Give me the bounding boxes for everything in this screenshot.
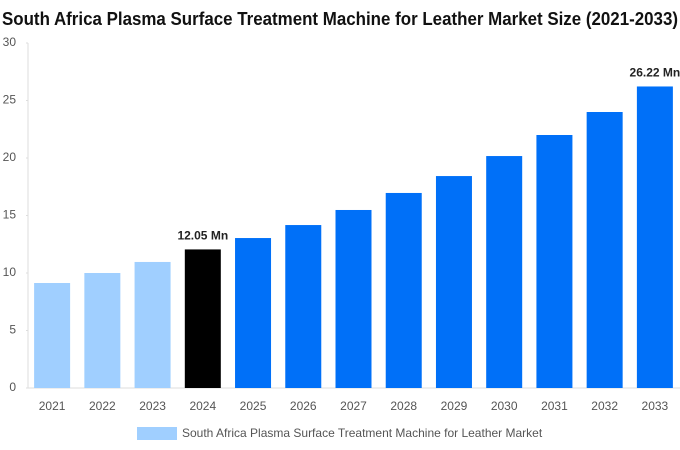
y-tick-label: 10 xyxy=(3,265,17,279)
bar xyxy=(34,283,71,388)
x-tick-label: 2028 xyxy=(390,399,417,413)
x-tick-label: 2026 xyxy=(290,399,317,413)
y-tick-label: 15 xyxy=(3,208,17,222)
bar xyxy=(335,209,372,388)
bar xyxy=(184,249,221,388)
chart-title: South Africa Plasma Surface Treatment Ma… xyxy=(2,9,678,29)
bar xyxy=(636,86,673,388)
bar xyxy=(134,261,171,388)
x-tick-label: 2023 xyxy=(139,399,166,413)
value-label: 12.05 Mn xyxy=(177,229,228,243)
y-tick-label: 25 xyxy=(3,93,17,107)
y-tick-label: 0 xyxy=(9,380,16,394)
x-tick-label: 2022 xyxy=(89,399,116,413)
y-tick-label: 20 xyxy=(3,150,17,164)
bar xyxy=(285,225,322,388)
x-tick-label: 2031 xyxy=(541,399,568,413)
bar xyxy=(536,135,573,388)
bar xyxy=(486,156,523,388)
x-tick-label: 2021 xyxy=(39,399,66,413)
x-tick-label: 2030 xyxy=(491,399,518,413)
bar xyxy=(435,176,472,388)
y-tick-label: 30 xyxy=(3,35,17,49)
x-tick-label: 2029 xyxy=(441,399,468,413)
y-tick-label: 5 xyxy=(9,323,16,337)
x-tick-label: 2032 xyxy=(591,399,618,413)
bar xyxy=(385,192,422,388)
x-tick-label: 2033 xyxy=(642,399,669,413)
legend-swatch xyxy=(137,427,177,440)
value-label: 26.22 Mn xyxy=(630,66,680,80)
bar xyxy=(235,238,272,388)
x-tick-label: 2024 xyxy=(189,399,216,413)
legend-label: South Africa Plasma Surface Treatment Ma… xyxy=(182,426,543,440)
bar xyxy=(586,112,623,388)
x-tick-label: 2025 xyxy=(240,399,267,413)
bar xyxy=(84,273,121,388)
x-tick-label: 2027 xyxy=(340,399,367,413)
